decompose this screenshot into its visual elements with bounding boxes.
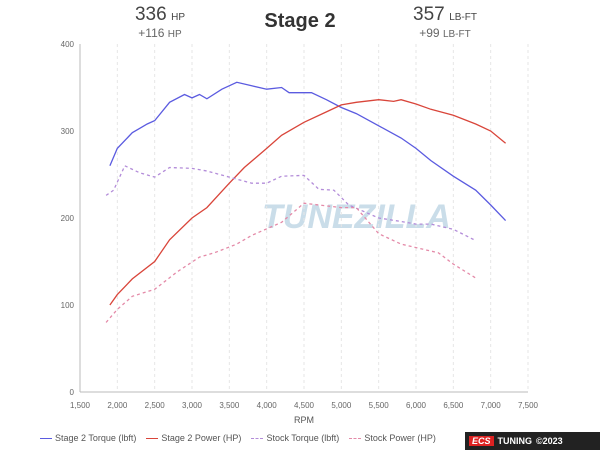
legend-swatch xyxy=(349,438,362,440)
x-tick-label: 2,000 xyxy=(107,401,128,410)
dyno-chart: TUNEZILLA 1,500 2,000 2,500 3,000 3,500 4,000… xyxy=(61,40,539,425)
y-tick-label: 0 xyxy=(70,388,75,397)
torque-gain-unit: LB-FT xyxy=(442,29,471,40)
ecs-logo: ECS TUNING ©2023 xyxy=(465,432,600,450)
hp-value: 336 xyxy=(134,4,167,25)
y-tick-label: 100 xyxy=(61,301,75,310)
legend-swatch xyxy=(40,438,52,440)
legend-item[interactable]: Stage 2 Torque (lbft) xyxy=(40,433,136,443)
x-tick-label: 1,500 xyxy=(70,401,91,410)
legend-item[interactable]: Stage 2 Power (HP) xyxy=(146,433,241,443)
tunezilla-watermark: TUNEZILLA xyxy=(262,198,451,236)
hp-unit: HP xyxy=(171,12,186,23)
chart-title: Stage 2 xyxy=(264,10,336,32)
x-tick-label: 7,000 xyxy=(481,401,502,410)
x-tick-label: 4,500 xyxy=(294,401,315,410)
legend: Stage 2 Torque (lbft) Stage 2 Power (HP) S… xyxy=(40,433,436,443)
x-tick-label: 6,000 xyxy=(406,401,427,410)
legend-label: Stock Power (HP) xyxy=(364,433,436,443)
torque-summary: 357 LB-FT +99 LB-FT xyxy=(395,4,495,40)
x-tick-label: 6,500 xyxy=(443,401,464,410)
x-tick-label: 2,500 xyxy=(145,401,166,410)
legend-swatch xyxy=(251,438,264,440)
torque-unit: LB-FT xyxy=(449,12,477,23)
series-line-2 xyxy=(105,164,476,242)
x-tick-label: 5,500 xyxy=(369,401,390,410)
series-line-1 xyxy=(109,99,507,306)
x-tick-label: 3,500 xyxy=(219,401,240,410)
hp-gain: +116 xyxy=(138,26,165,40)
x-tick-label: 7,500 xyxy=(518,401,539,410)
hp-gain-unit: HP xyxy=(167,29,182,40)
copyright: ©2023 xyxy=(536,436,563,446)
torque-value: 357 xyxy=(413,4,445,25)
legend-item[interactable]: Stock Power (HP) xyxy=(349,433,436,443)
legend-swatch xyxy=(146,438,159,440)
ecs-logo-text: ECS xyxy=(469,436,494,446)
x-tick-label: 5,000 xyxy=(331,401,352,410)
y-tick-label: 300 xyxy=(61,127,75,136)
legend-label: Stock Torque (lbft) xyxy=(266,433,340,443)
y-tick-label: 200 xyxy=(61,214,75,223)
x-axis-label: RPM xyxy=(294,415,314,425)
y-tick-label: 400 xyxy=(61,40,75,49)
tuning-text: TUNING xyxy=(497,436,533,446)
series-line-0 xyxy=(109,81,507,222)
legend-label: Stage 2 Torque (lbft) xyxy=(55,433,137,443)
legend-label: Stage 2 Power (HP) xyxy=(161,433,242,443)
x-tick-label: 4,000 xyxy=(257,401,278,410)
x-tick-label: 3,000 xyxy=(182,401,203,410)
hp-summary: 336 HP +116 HP xyxy=(120,4,200,40)
torque-gain: +99 xyxy=(419,26,440,40)
legend-item[interactable]: Stock Torque (lbft) xyxy=(251,433,339,443)
